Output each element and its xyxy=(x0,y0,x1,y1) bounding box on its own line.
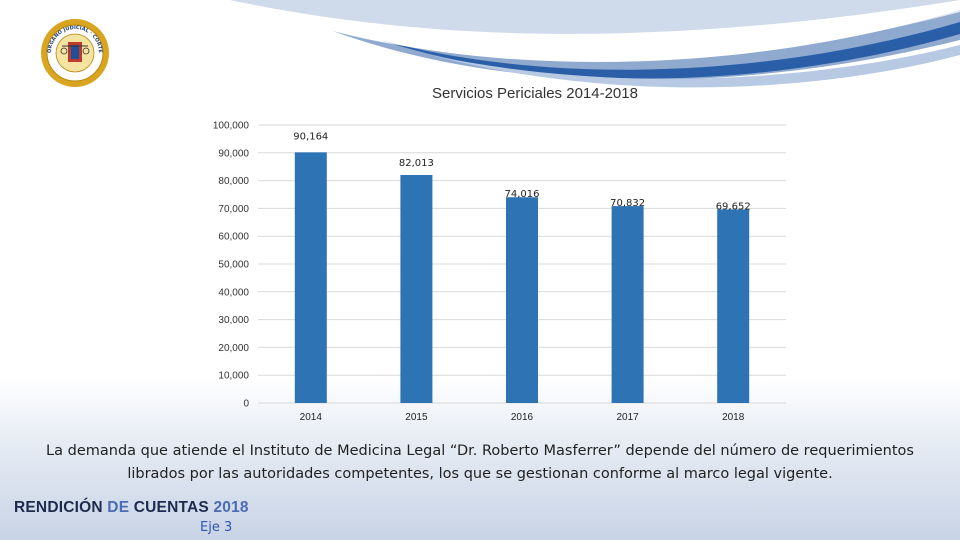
y-tick-label: 70,000 xyxy=(218,204,249,215)
x-tick-label: 2017 xyxy=(616,412,639,423)
caption-text: La demanda que atiende el Instituto de M… xyxy=(46,443,914,482)
y-tick-label: 100,000 xyxy=(213,121,250,132)
x-tick-label: 2014 xyxy=(300,412,323,423)
bar-2015 xyxy=(400,175,433,403)
data-label-2018: 69,652 xyxy=(716,201,751,212)
y-tick-label: 80,000 xyxy=(218,176,249,187)
y-tick-label: 10,000 xyxy=(218,371,249,382)
footer-title: RENDICIÓN DE CUENTAS 2018 xyxy=(14,499,249,517)
bar-2017 xyxy=(611,206,644,403)
data-label-2017: 70,832 xyxy=(610,198,645,209)
court-seal-logo: ÓRGANO JUDICIAL · CORTE SUPREMA DE JUSTI… xyxy=(40,18,109,87)
y-tick-label: 50,000 xyxy=(218,260,249,271)
footer-title-part1: RENDICIÓN xyxy=(14,499,108,516)
x-tick-label: 2015 xyxy=(405,412,428,423)
data-label-2015: 82,013 xyxy=(399,158,434,169)
bars xyxy=(294,152,750,403)
bar-2014 xyxy=(294,152,327,403)
bar-2018 xyxy=(717,209,750,403)
x-tick-label: 2018 xyxy=(722,412,745,423)
y-tick-label: 90,000 xyxy=(218,148,249,159)
y-tick-label: 40,000 xyxy=(218,287,249,298)
y-tick-label: 20,000 xyxy=(218,343,249,354)
data-labels: 90,164 82,013 74,016 70,832 69,652 xyxy=(293,131,750,212)
y-tick-label: 0 xyxy=(243,399,249,410)
x-axis-ticks: 2014 2015 2016 2017 2018 xyxy=(300,412,745,423)
y-axis-ticks: 0 10,000 20,000 30,000 40,000 50,000 60,000 70,… xyxy=(213,121,250,410)
data-label-2014: 90,164 xyxy=(293,131,328,142)
footer-title-part2: DE xyxy=(107,499,134,516)
data-label-2016: 74,016 xyxy=(505,189,540,200)
footer-title-part3: CUENTAS xyxy=(133,499,214,516)
footer-title-year: 2018 xyxy=(213,499,249,516)
y-tick-label: 60,000 xyxy=(218,232,249,243)
footer-subtitle: Eje 3 xyxy=(200,520,233,535)
x-tick-label: 2016 xyxy=(511,412,534,423)
bar-2016 xyxy=(506,197,538,403)
header-waves xyxy=(230,0,960,88)
chart-title: Servicios Periciales 2014-2018 xyxy=(432,85,638,102)
y-tick-label: 30,000 xyxy=(218,315,249,326)
bar-chart: Servicios Periciales 2014-2018 0 10,000 20… xyxy=(213,85,786,423)
